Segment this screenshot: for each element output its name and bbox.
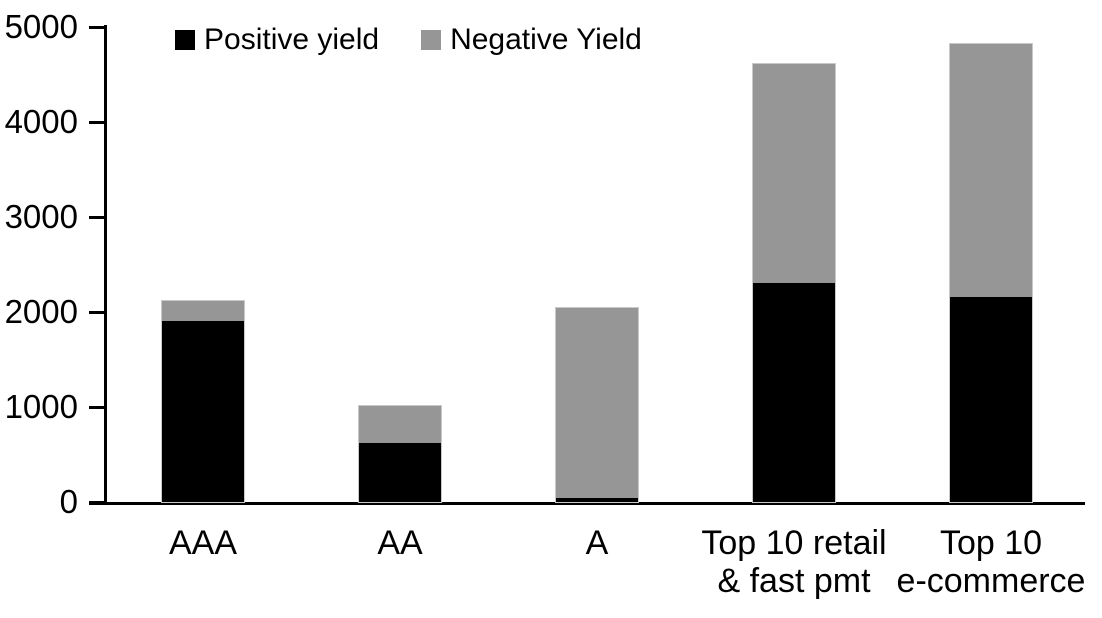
y-axis-tick-label: 5000	[4, 8, 78, 45]
bar-segment-negative-yield	[556, 307, 638, 498]
x-axis-category-label-top-10-e-commerce: Top 10 e-commerce	[896, 524, 1086, 600]
bar-segment-positive-yield	[359, 443, 441, 502]
y-axis-tick-mark	[89, 311, 105, 314]
x-axis-category-label-aa: AA	[377, 524, 423, 562]
bar-top-10-retail-fast-pmt	[752, 63, 836, 503]
y-axis-tick-mark	[89, 501, 105, 504]
x-axis-category-label-a: A	[585, 524, 609, 562]
y-axis-tick-mark	[89, 26, 105, 29]
bar-segment-positive-yield	[162, 321, 244, 502]
x-axis-category-label-aaa: AAA	[168, 524, 238, 562]
y-axis-tick-label: 0	[59, 483, 78, 520]
y-axis-tick-mark	[89, 216, 105, 219]
legend-label-positive-yield: Positive yield	[204, 23, 380, 56]
bar-segment-positive-yield	[950, 296, 1032, 502]
y-axis-tick-mark	[89, 406, 105, 409]
y-axis-tick-label: 2000	[4, 293, 78, 330]
bar-segment-negative-yield	[950, 44, 1032, 297]
y-axis-tick-mark	[89, 121, 105, 124]
bar-segment-positive-yield	[753, 283, 835, 502]
legend-item-positive-yield: Positive yield	[175, 24, 379, 56]
negative-yield-swatch-icon	[421, 30, 442, 50]
y-axis-tick-label: 3000	[4, 198, 78, 235]
y-axis-tick-label: 4000	[4, 103, 78, 140]
positive-yield-swatch-icon	[175, 30, 195, 50]
bar-segment-negative-yield	[753, 64, 835, 284]
legend: Positive yield Negative Yield	[175, 24, 642, 56]
y-axis-tick-label: 1000	[4, 388, 78, 425]
bar-segment-negative-yield	[162, 301, 244, 322]
bar-segment-positive-yield	[556, 497, 638, 502]
bar-top-10-e-commerce	[949, 43, 1033, 503]
bar-segment-negative-yield	[359, 406, 441, 444]
legend-label-negative-yield: Negative Yield	[450, 23, 642, 56]
x-axis-line	[89, 502, 1085, 505]
x-axis-category-label-top-10-retail-fast-pmt: Top 10 retail & fast pmt	[701, 524, 887, 600]
legend-item-negative-yield: Negative Yield	[421, 24, 642, 56]
bar-a	[555, 306, 639, 503]
y-axis-line	[104, 25, 107, 505]
bar-aa	[358, 405, 442, 503]
bar-aaa	[161, 300, 245, 503]
